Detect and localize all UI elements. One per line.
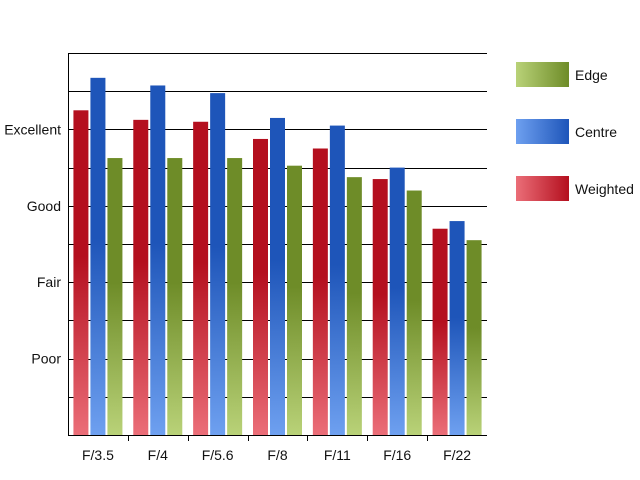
bar-edge-3	[287, 165, 302, 435]
y-axis-ticks: Poor Fair Good Excellent	[4, 121, 61, 366]
legend-swatch-weighted	[516, 176, 569, 201]
bar-weighted-1	[133, 119, 149, 435]
bar-edge-4	[346, 177, 362, 435]
bar-centre-2	[210, 93, 226, 436]
x-axis-ticks: F/3.5 F/4 F/5.6 F/8 F/11 F/16 F/22	[82, 447, 471, 463]
y-tick-label: Good	[27, 198, 61, 214]
bar-edge-1	[167, 158, 183, 436]
legend-label-edge: Edge	[575, 67, 608, 83]
bar-centre-3	[270, 117, 285, 435]
legend-swatch-centre	[516, 119, 569, 144]
bar-weighted-2	[193, 121, 209, 435]
bar-edge-0	[107, 158, 123, 436]
y-tick-label: Excellent	[4, 121, 61, 137]
legend-swatch-edge	[516, 62, 569, 87]
x-tick-label: F/11	[324, 447, 351, 463]
axes	[68, 53, 487, 441]
bar-edge-5	[406, 190, 422, 435]
x-tick-label: F/8	[267, 447, 287, 463]
bar-weighted-6	[432, 228, 448, 435]
bar-weighted-5	[372, 179, 388, 435]
x-tick-label: F/22	[443, 447, 471, 463]
bar-centre-4	[329, 125, 345, 435]
bar-weighted-0	[73, 110, 89, 436]
bar-centre-5	[389, 167, 405, 435]
x-tick-label: F/5.6	[202, 447, 234, 463]
bar-edge-6	[466, 240, 482, 435]
legend: Edge Centre Weighted	[516, 62, 634, 201]
legend-label-centre: Centre	[575, 124, 617, 140]
bar-weighted-4	[312, 148, 328, 435]
y-tick-label: Fair	[37, 274, 61, 290]
bar-centre-0	[90, 77, 106, 435]
bar-edge-2	[227, 158, 243, 436]
y-tick-label: Poor	[31, 351, 61, 367]
bars	[73, 77, 482, 436]
x-tick-label: F/3.5	[82, 447, 114, 463]
x-tick-label: F/4	[148, 447, 168, 463]
x-tick-label: F/16	[383, 447, 411, 463]
bar-centre-6	[449, 221, 465, 435]
bar-weighted-3	[253, 138, 268, 435]
legend-label-weighted: Weighted	[575, 181, 634, 197]
bar-centre-1	[150, 85, 166, 435]
